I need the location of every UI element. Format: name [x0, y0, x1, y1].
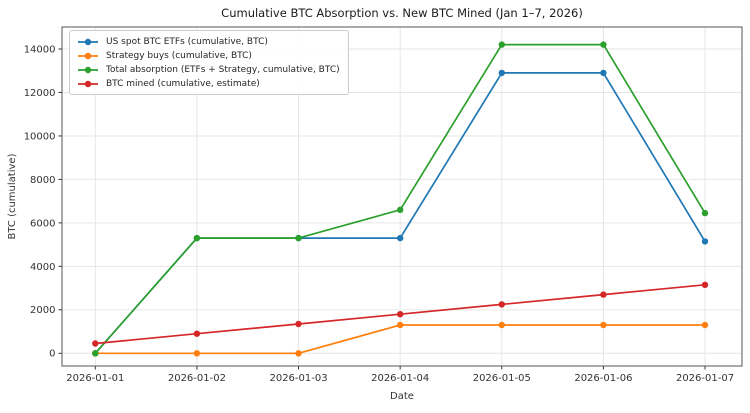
legend-label: BTC mined (cumulative, estimate) [106, 78, 260, 89]
y-tick-label: 0 [49, 349, 55, 360]
x-tick-label: 2026-01-07 [676, 373, 734, 384]
y-tick-label: 4000 [30, 262, 55, 273]
y-tick-label: 12000 [24, 88, 56, 99]
data-point-marker [701, 209, 709, 217]
series-2 [92, 41, 709, 357]
data-point-marker [600, 41, 607, 48]
y-tick-label: 10000 [24, 131, 56, 142]
y-tick-label: 14000 [24, 44, 56, 55]
chart-title: Cumulative BTC Absorption vs. New BTC Mi… [221, 6, 583, 20]
data-point-marker [701, 238, 709, 245]
x-tick-label: 2026-01-02 [168, 373, 226, 384]
legend-item: Total absorption (ETFs + Strategy, cumul… [77, 63, 340, 76]
data-point-marker [600, 69, 607, 77]
axis-tick-labels: 0 2000 4000 6000 8000 10000 12000 14000 2026-01-… [24, 44, 734, 384]
legend-item: US spot BTC ETFs (cumulative, BTC) [77, 35, 340, 48]
data-point-marker [92, 350, 99, 357]
x-tick-label: 2026-01-03 [269, 373, 327, 384]
legend: US spot BTC ETFs (cumulative, BTC) Strate… [69, 30, 349, 95]
x-tick-label: 2026-01-06 [574, 373, 632, 384]
data-point-marker [397, 311, 404, 318]
data-point-marker [397, 321, 404, 329]
y-tick-label: 6000 [30, 218, 55, 229]
y-tick-label: 2000 [30, 305, 55, 316]
plot-border [61, 26, 743, 367]
axis-ticks [58, 48, 706, 370]
data-series [92, 41, 709, 357]
y-tick-label: 8000 [30, 175, 55, 186]
data-point-marker [193, 350, 201, 357]
x-tick-label: 2026-01-04 [371, 373, 429, 384]
data-point-marker [397, 206, 404, 213]
data-point-marker [701, 281, 709, 288]
data-point-marker [600, 321, 607, 329]
data-point-marker [397, 234, 404, 242]
legend-label: Strategy buys (cumulative, BTC) [106, 50, 252, 61]
data-point-marker [600, 291, 607, 298]
data-point-marker [498, 69, 505, 77]
legend-marker-icon [78, 80, 98, 87]
data-point-marker [92, 340, 99, 347]
data-point-marker [498, 41, 505, 48]
legend-marker-icon [78, 38, 98, 45]
data-point-marker [295, 234, 302, 242]
data-point-marker [498, 301, 505, 308]
legend-marker-icon [78, 66, 98, 73]
legend-label: US spot BTC ETFs (cumulative, BTC) [106, 36, 268, 47]
x-tick-label: 2026-01-05 [473, 373, 531, 384]
y-axis-label: BTC (cumulative) [7, 153, 18, 239]
legend-item: Strategy buys (cumulative, BTC) [77, 49, 340, 62]
data-point-marker [701, 321, 709, 329]
series-3 [92, 281, 709, 347]
x-tick-label: 2026-01-01 [66, 373, 124, 384]
data-point-marker [193, 234, 201, 242]
data-point-marker [295, 320, 302, 328]
data-point-marker [498, 321, 505, 329]
data-point-marker [295, 350, 302, 357]
legend-label: Total absorption (ETFs + Strategy, cumul… [106, 64, 340, 75]
x-axis-label: Date [390, 391, 414, 402]
legend-marker-icon [78, 52, 98, 59]
legend-item: BTC mined (cumulative, estimate) [77, 77, 340, 90]
data-point-marker [193, 330, 201, 337]
